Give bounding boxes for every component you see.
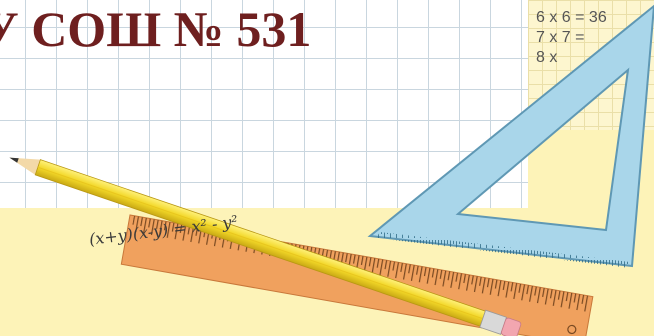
grid-paper-sheet <box>0 0 528 208</box>
pencil-icon <box>9 157 522 336</box>
set-square-icon <box>367 4 654 268</box>
multiplication-line: 7 x 7 = <box>536 29 585 46</box>
multiplication-line: 8 x <box>536 49 558 66</box>
school-title: У СОШ № 531 <box>0 1 312 57</box>
multiplication-line: 6 x 6 = 36 <box>536 9 607 26</box>
